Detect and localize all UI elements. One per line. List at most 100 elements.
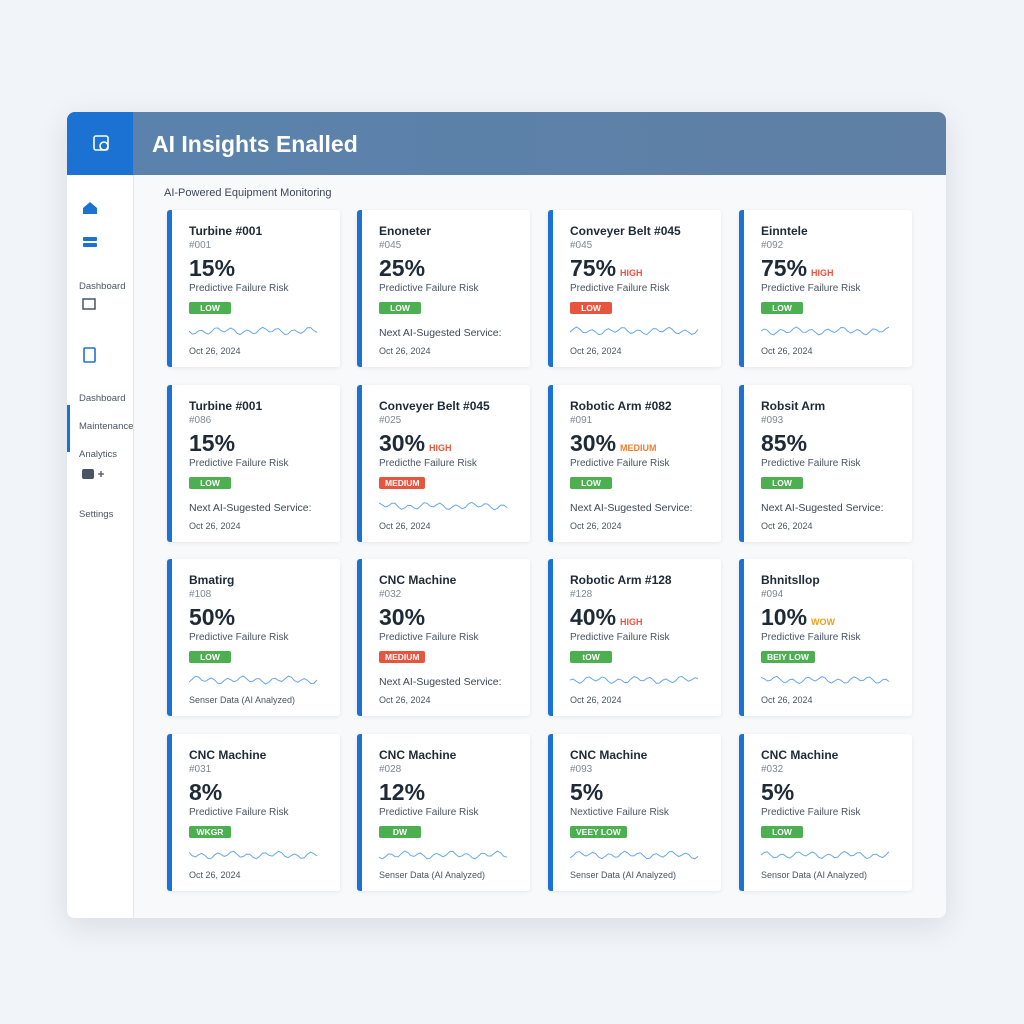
card-footer: Oct 26, 2024 [761, 521, 813, 531]
risk-value: 50% [189, 604, 235, 631]
nav-item[interactable]: Maintenance [79, 421, 134, 432]
risk-value: 5% [761, 779, 794, 806]
risk-caption: Predictive Failure Risk [379, 283, 479, 294]
nav-item[interactable]: Dashboard [79, 393, 126, 404]
card-footer: Oct 26, 2024 [379, 695, 431, 705]
sparkline-path [761, 850, 890, 860]
risk-value: 8% [189, 779, 222, 806]
risk-caption: Predicthe Failure Risk [379, 458, 477, 469]
risk-caption: Predictive Failure Risk [761, 807, 861, 818]
risk-percent: 8% [189, 779, 223, 805]
equipment-id: #091 [570, 415, 593, 426]
equipment-card[interactable]: CNC Machine #032 5% Predictive Failure Risk… [739, 734, 912, 891]
sparkline-path [570, 850, 699, 860]
equipment-card[interactable]: Turbine #001 #001 15% Predictive Failure Ri… [167, 210, 340, 367]
equipment-card[interactable]: Robsit Arm #093 85% Predictive Failure Risk… [739, 385, 912, 542]
status-badge: LOW [570, 302, 612, 314]
status-badge: LOW [189, 477, 231, 489]
risk-caption: Predictive Failure Risk [189, 632, 289, 643]
card-footer: Oct 26, 2024 [189, 521, 241, 531]
status-badge: BEIY LOW [761, 651, 815, 663]
logo-icon [93, 135, 109, 151]
equipment-card[interactable]: Robotic Arm #082 #091 30% MEDIUM Predictive … [548, 385, 721, 542]
status-badge: LOW [761, 826, 803, 838]
risk-caption: Predictive Failure Risk [761, 458, 861, 469]
risk-value: 40% HIGH [570, 604, 643, 631]
risk-level: HIGH [620, 617, 643, 627]
sidebar: Dashboard Dashboard Maintenance Analytic… [67, 175, 134, 918]
equipment-card[interactable]: CNC Machine #028 12% Predictive Failure Ris… [357, 734, 530, 891]
card-footer: Oct 26, 2024 [379, 521, 431, 531]
sparkline-path [761, 326, 890, 336]
status-badge: DW [379, 826, 421, 838]
risk-percent: 30% [379, 604, 426, 630]
status-badge: LOW [570, 477, 612, 489]
sparkline [761, 675, 890, 685]
sparkline [570, 326, 699, 336]
equipment-card[interactable]: Enoneter #045 25% Predictive Failure Risk LO… [357, 210, 530, 367]
risk-percent: 25% [379, 255, 426, 281]
equipment-card[interactable]: CNC Machine #093 5% Nextictive Failure Risk… [548, 734, 721, 891]
sparkline [189, 850, 318, 860]
equipment-card[interactable]: CNC Machine #032 30% Predictive Failure Ris… [357, 559, 530, 716]
equipment-card[interactable]: Turbine #001 #086 15% Predictive Failure Ri… [167, 385, 340, 542]
risk-caption: Predictive Failure Risk [189, 807, 289, 818]
sparkline [761, 850, 890, 860]
equipment-id: #031 [189, 764, 212, 775]
risk-caption: Predictive Failure Risk [761, 283, 861, 294]
equipment-id: #108 [189, 589, 212, 600]
risk-percent: 30% [570, 430, 617, 456]
sparkline [189, 326, 318, 336]
risk-percent: 30% [379, 430, 426, 456]
nav-item[interactable]: Analytics [79, 449, 118, 460]
equipment-card[interactable]: Bmatirg #108 50% Predictive Failure Risk LOW… [167, 559, 340, 716]
status-badge: VEEY LOW [570, 826, 627, 838]
equipment-card[interactable]: Robotic Arm #128 #128 40% HIGH Predictive Fa… [548, 559, 721, 716]
status-badge: LOW [761, 302, 803, 314]
risk-caption: Predictive Failure Risk [761, 632, 861, 643]
service-note: Next AI-Sugested Service: [379, 327, 502, 339]
sidebar-icons [67, 202, 104, 479]
logo[interactable] [67, 112, 133, 175]
sparkline-path [189, 850, 318, 860]
risk-level: HIGH [620, 268, 643, 278]
risk-caption: Predictive Failure Risk [379, 632, 479, 643]
header: AI Insights Enalled [67, 112, 946, 175]
risk-percent: 75% [570, 255, 617, 281]
risk-value: 85% [761, 430, 807, 457]
equipment-card[interactable]: Conveyer Belt #045 #045 75% HIGH Predictive … [548, 210, 721, 367]
risk-level: MEDIUM [620, 443, 657, 453]
risk-percent: 50% [189, 604, 236, 630]
equipment-card[interactable]: Conveyer Belt #045 #025 30% HIGH Predicthe F… [357, 385, 530, 542]
status-badge: LOW [189, 651, 231, 663]
equipment-name: Robotic Arm #128 [570, 573, 672, 587]
risk-caption: Predictive Failure Risk [570, 458, 670, 469]
equipment-card[interactable]: Einntele #092 75% HIGH Predictive Failure Ri… [739, 210, 912, 367]
risk-level: HIGH [811, 268, 834, 278]
equipment-card[interactable]: CNC Machine #031 8% Predictive Failure Risk… [167, 734, 340, 891]
nav-item[interactable]: Dashboard [79, 281, 126, 292]
equipment-name: Conveyer Belt #045 [570, 224, 681, 238]
sparkline-path [761, 675, 890, 685]
risk-percent: 5% [761, 779, 795, 805]
equipment-id: #045 [379, 240, 402, 251]
equipment-name: CNC Machine [761, 748, 839, 762]
sparkline [379, 850, 508, 860]
risk-caption: Predictive Failure Risk [189, 458, 289, 469]
risk-value: 75% HIGH [570, 255, 643, 282]
equipment-id: #032 [761, 764, 784, 775]
equipment-card[interactable]: Bhnitsllop #094 10% WOW Predictive Failure R… [739, 559, 912, 716]
equipment-name: Robsit Arm [761, 399, 826, 413]
header-title: AI Insights Enalled [152, 131, 358, 157]
equipment-id: #028 [379, 764, 402, 775]
dashboard: AI Insights Enalled Dashboard Dashboard … [67, 112, 946, 918]
nav-item[interactable]: Settings [79, 509, 114, 520]
equipment-id: #093 [761, 415, 784, 426]
risk-value: 75% HIGH [761, 255, 834, 282]
card-footer: Oct 26, 2024 [570, 695, 622, 705]
equipment-id: #032 [379, 589, 402, 600]
equipment-name: CNC Machine [570, 748, 648, 762]
sparkline [570, 675, 699, 684]
sparkline [189, 675, 318, 685]
